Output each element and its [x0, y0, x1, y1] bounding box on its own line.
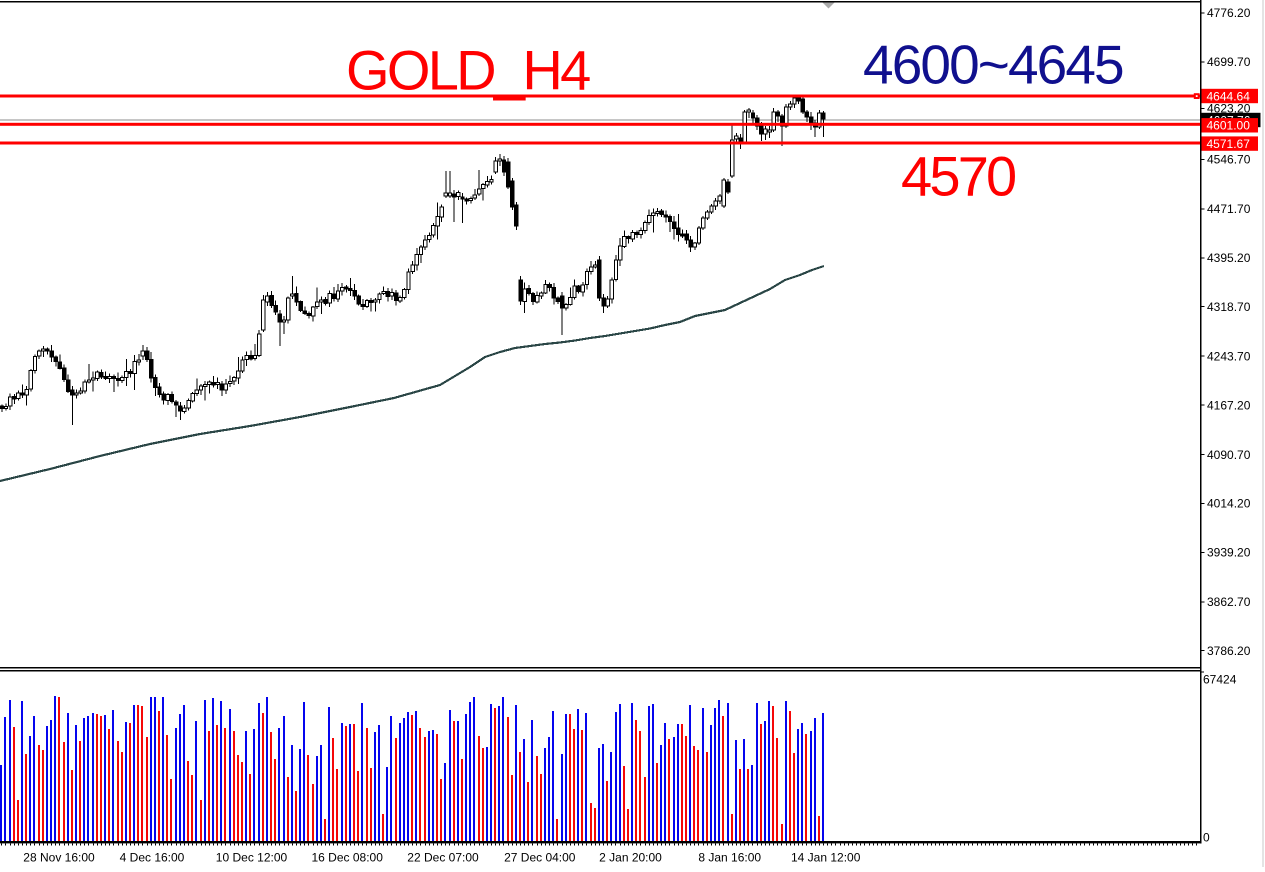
svg-text:28 Nov 16:00: 28 Nov 16:00	[23, 851, 95, 865]
svg-text:4546.70: 4546.70	[1207, 153, 1251, 167]
svg-text:4623.20: 4623.20	[1207, 102, 1251, 116]
svg-text:10 Dec 12:00: 10 Dec 12:00	[216, 851, 288, 865]
svg-text:22 Dec 07:00: 22 Dec 07:00	[407, 851, 479, 865]
svg-text:3862.70: 3862.70	[1207, 595, 1251, 609]
svg-text:4699.70: 4699.70	[1207, 55, 1251, 69]
svg-text:4776.20: 4776.20	[1207, 6, 1251, 20]
svg-text:4395.20: 4395.20	[1207, 251, 1251, 265]
svg-text:67424: 67424	[1203, 672, 1237, 686]
svg-text:2 Jan 20:00: 2 Jan 20:00	[599, 851, 662, 865]
svg-text:4601.00: 4601.00	[1207, 119, 1251, 133]
svg-text:4644.64: 4644.64	[1207, 89, 1251, 103]
svg-text:4571.67: 4571.67	[1207, 137, 1251, 151]
svg-text:27 Dec 04:00: 27 Dec 04:00	[504, 851, 576, 865]
svg-text:GOLD_H4: GOLD_H4	[346, 38, 590, 101]
svg-text:4318.70: 4318.70	[1207, 300, 1251, 314]
svg-text:16 Dec 08:00: 16 Dec 08:00	[312, 851, 384, 865]
svg-text:0: 0	[1203, 831, 1210, 845]
svg-text:4471.70: 4471.70	[1207, 202, 1251, 216]
svg-text:4570: 4570	[901, 145, 1015, 208]
svg-text:4014.20: 4014.20	[1207, 497, 1251, 511]
svg-text:4 Dec 16:00: 4 Dec 16:00	[120, 851, 185, 865]
svg-text:4090.70: 4090.70	[1207, 448, 1251, 462]
svg-text:4167.20: 4167.20	[1207, 398, 1251, 412]
svg-text:4243.70: 4243.70	[1207, 349, 1251, 363]
svg-text:3939.20: 3939.20	[1207, 546, 1251, 560]
svg-text:4600~4645: 4600~4645	[863, 33, 1123, 95]
svg-text:14 Jan 12:00: 14 Jan 12:00	[791, 851, 861, 865]
svg-text:3786.20: 3786.20	[1207, 644, 1251, 658]
svg-text:8 Jan 16:00: 8 Jan 16:00	[698, 851, 761, 865]
